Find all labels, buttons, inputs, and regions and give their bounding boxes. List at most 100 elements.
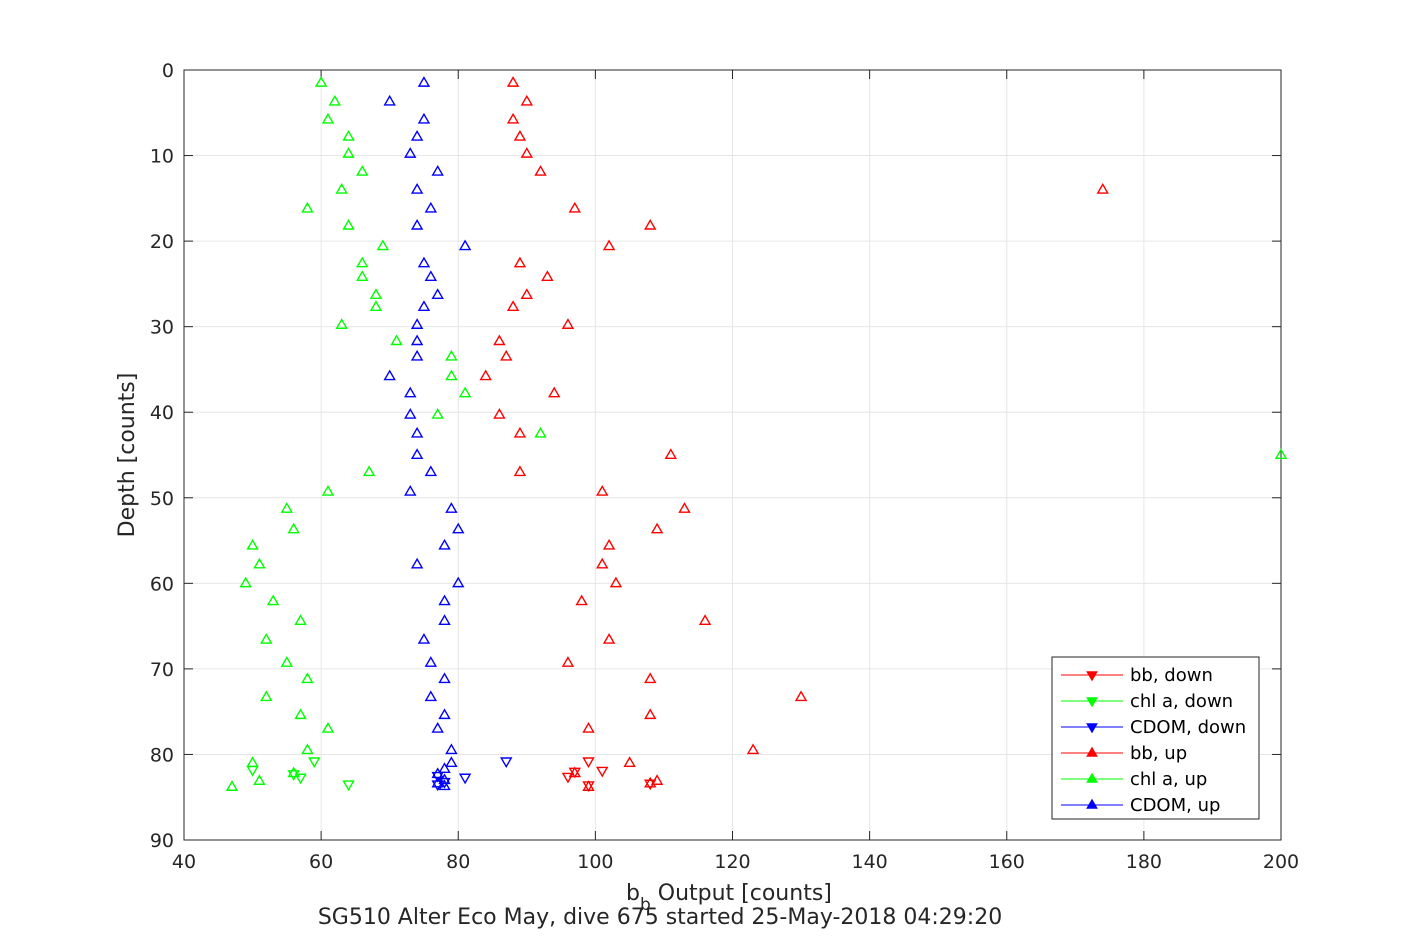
point-cdom-up bbox=[424, 690, 438, 702]
point-chl-a-up bbox=[362, 465, 376, 477]
point-chl-a-down bbox=[308, 757, 321, 769]
point-chl-a-up bbox=[335, 318, 348, 329]
y-tick-label: 70 bbox=[150, 659, 174, 681]
point-cdom-up bbox=[417, 633, 431, 644]
x-tick-label: 100 bbox=[577, 851, 613, 873]
point-cdom-up bbox=[424, 656, 438, 667]
point-cdom-up bbox=[404, 147, 417, 158]
point-chl-a-up bbox=[280, 656, 294, 667]
point-chl-a-up bbox=[260, 690, 273, 702]
point-bb-up bbox=[534, 165, 547, 176]
point-bb-up bbox=[479, 369, 492, 381]
point-cdom-up bbox=[445, 756, 458, 767]
point-bb-up bbox=[596, 485, 609, 496]
point-bb-up bbox=[609, 576, 623, 588]
point-chl-a-up bbox=[431, 408, 444, 419]
point-bb-up bbox=[644, 708, 657, 720]
point-chl-a-up bbox=[342, 147, 355, 158]
point-chl-a-up bbox=[321, 112, 335, 124]
point-chl-a-up bbox=[287, 522, 300, 534]
point-bb-down bbox=[582, 757, 595, 769]
point-cdom-up bbox=[404, 485, 417, 496]
x-axis-label-subscript: b bbox=[640, 895, 651, 915]
point-bb-up bbox=[1096, 183, 1109, 194]
point-bb-up bbox=[644, 672, 657, 684]
point-bb-down bbox=[561, 772, 575, 784]
legend-label: chl a, down bbox=[1130, 691, 1233, 712]
point-bb-up bbox=[650, 774, 664, 785]
point-bb-up bbox=[644, 776, 657, 788]
point-bb-up bbox=[582, 722, 595, 733]
point-cdom-up bbox=[438, 594, 451, 606]
point-chl-a-up bbox=[294, 708, 307, 720]
point-cdom-down bbox=[458, 773, 472, 785]
y-tick-label: 50 bbox=[150, 488, 174, 510]
point-chl-a-up bbox=[239, 576, 252, 588]
point-cdom-up bbox=[438, 708, 451, 720]
point-bb-up bbox=[520, 288, 534, 300]
point-cdom-up bbox=[431, 165, 444, 176]
point-chl-a-up bbox=[390, 334, 403, 346]
point-chl-a-up bbox=[280, 502, 294, 513]
point-bb-up bbox=[794, 690, 808, 702]
point-cdom-up bbox=[458, 239, 472, 251]
point-bb-up bbox=[493, 408, 506, 419]
point-bb-up bbox=[513, 426, 527, 438]
point-cdom-up bbox=[424, 201, 438, 213]
point-bb-up bbox=[493, 334, 506, 346]
legend-marker bbox=[1086, 772, 1098, 783]
point-bb-up bbox=[541, 270, 554, 282]
point-cdom-up bbox=[410, 448, 424, 459]
point-bb-up bbox=[561, 318, 575, 329]
point-chl-a-down bbox=[294, 773, 307, 785]
point-bb-up bbox=[500, 349, 513, 361]
point-chl-a-up bbox=[1274, 448, 1288, 459]
point-bb-up bbox=[513, 465, 527, 477]
point-bb-up bbox=[650, 522, 664, 534]
point-chl-a-up bbox=[369, 288, 383, 300]
point-cdom-up bbox=[452, 522, 465, 534]
point-chl-a-up bbox=[301, 201, 314, 213]
x-axis-label-rest: Output [counts] bbox=[651, 881, 832, 906]
point-chl-a-up bbox=[301, 743, 314, 755]
point-cdom-up bbox=[438, 779, 451, 791]
x-tick-label: 120 bbox=[714, 851, 750, 873]
legend-marker bbox=[1086, 723, 1098, 734]
legend-label: CDOM, down bbox=[1130, 717, 1246, 738]
point-cdom-up bbox=[445, 743, 458, 755]
y-tick-label: 20 bbox=[150, 231, 174, 253]
point-bb-up bbox=[602, 239, 616, 251]
legend: bb, down chl a, down CDOM, down bb, up chl a… bbox=[1051, 656, 1260, 820]
point-bb-up bbox=[568, 201, 582, 213]
legend-label: chl a, up bbox=[1130, 769, 1207, 790]
point-cdom-up bbox=[404, 386, 417, 398]
y-tick-label: 30 bbox=[150, 317, 174, 339]
y-tick-label: 10 bbox=[150, 146, 174, 168]
point-bb-up bbox=[582, 780, 595, 791]
point-bb-up bbox=[548, 386, 561, 398]
point-chl-a-up bbox=[356, 165, 369, 176]
point-cdom-up bbox=[424, 270, 438, 282]
point-chl-a-up bbox=[314, 76, 328, 87]
point-chl-a-up bbox=[342, 129, 355, 141]
point-chl-a-up bbox=[253, 774, 266, 785]
point-bb-up bbox=[520, 147, 534, 158]
point-cdom-up bbox=[404, 408, 417, 419]
point-cdom-down bbox=[500, 757, 513, 769]
point-cdom-up bbox=[410, 334, 424, 346]
point-chl-a-up bbox=[458, 386, 472, 398]
point-chl-a-up bbox=[445, 369, 458, 381]
point-cdom-up bbox=[438, 614, 451, 625]
y-tick-label: 80 bbox=[150, 744, 174, 766]
point-cdom-up bbox=[431, 722, 444, 733]
point-chl-a-up bbox=[266, 594, 280, 606]
y-tick-label: 60 bbox=[150, 573, 174, 595]
x-axis-label-main: b bbox=[626, 881, 640, 906]
x-tick-label: 180 bbox=[1126, 851, 1162, 873]
point-bb-up bbox=[506, 300, 520, 311]
point-bb-up bbox=[698, 614, 712, 625]
axis-ticks: 40 60 80 100 120 140 160 180 200 0 10 20 30 40 50 60 70 8… bbox=[150, 60, 1299, 873]
point-chl-a-up bbox=[246, 538, 259, 550]
y-tick-label: 0 bbox=[162, 60, 174, 82]
point-cdom-up bbox=[410, 557, 424, 569]
